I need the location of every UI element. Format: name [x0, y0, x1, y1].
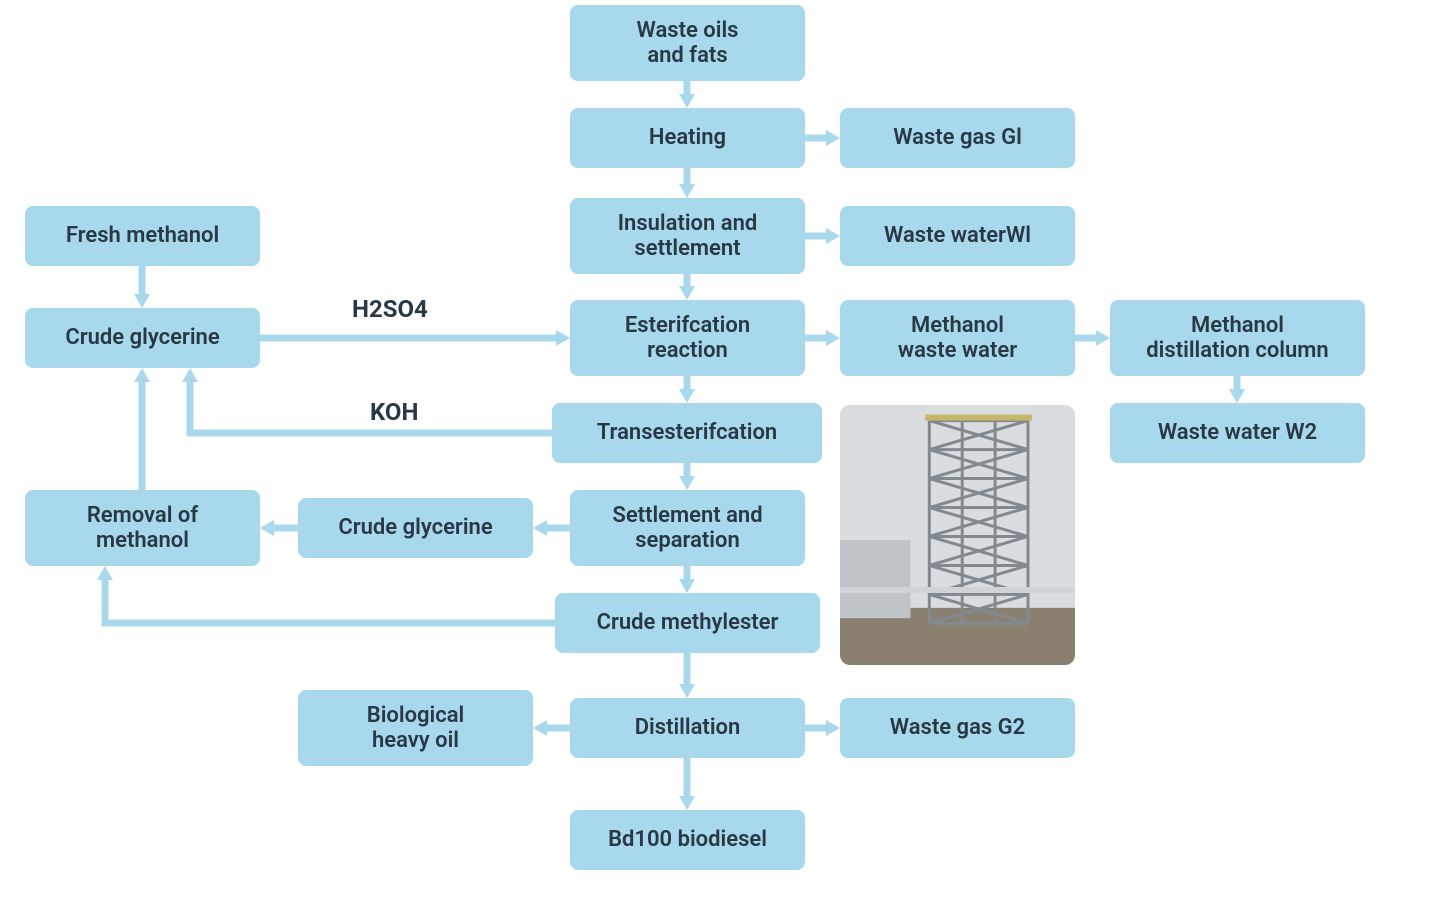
- node-crude_me: Crude methylester: [555, 593, 820, 653]
- node-heating: Heating: [570, 108, 805, 168]
- node-waste_gas_g2: Waste gas G2: [840, 698, 1075, 758]
- node-transester: Transesterifcation: [552, 403, 822, 463]
- node-fresh_meoh: Fresh methanol: [25, 206, 260, 266]
- node-insulation: Insulation and settlement: [570, 198, 805, 274]
- node-settlement: Settlement and separation: [570, 490, 805, 566]
- edge-label: H2SO4: [352, 295, 428, 323]
- node-waste_gas_g1: Waste gas Gl: [840, 108, 1075, 168]
- node-crude_glyc_mid: Crude glycerine: [298, 498, 533, 558]
- node-waste_water_w2: Waste water W2: [1110, 403, 1365, 463]
- plant-photo: [840, 405, 1075, 665]
- node-bio_heavy_oil: Biological heavy oil: [298, 690, 533, 766]
- node-waste_water_w1: Waste waterWl: [840, 206, 1075, 266]
- edge-label: KOH: [370, 398, 418, 426]
- node-meoh_waste_water: Methanol waste water: [840, 300, 1075, 376]
- flowchart-stage: Waste oils and fats Heating Insulation and…: [0, 0, 1441, 918]
- node-distillation: Distillation: [570, 698, 805, 758]
- node-biodiesel: Bd100 biodiesel: [570, 810, 805, 870]
- node-esterification: Esterifcation reaction: [570, 300, 805, 376]
- node-removal_meoh: Removal of methanol: [25, 490, 260, 566]
- node-waste_oils: Waste oils and fats: [570, 5, 805, 81]
- node-crude_glyc_top: Crude glycerine: [25, 308, 260, 368]
- node-meoh_distill_col: Methanol distillation column: [1110, 300, 1365, 376]
